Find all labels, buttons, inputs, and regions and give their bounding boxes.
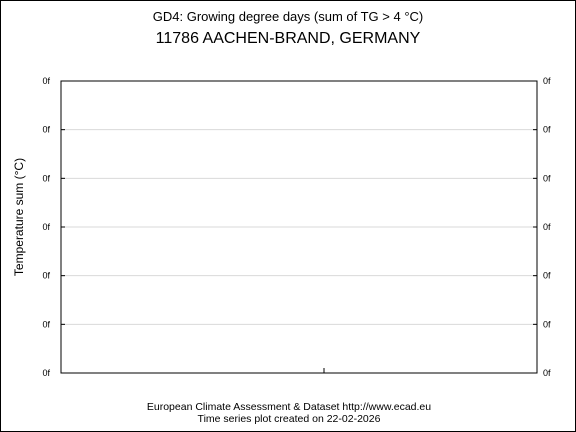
y-tick-label-right: 0f	[543, 222, 551, 232]
y-axis-right-ticks: 0f 0f 0f 0f 0f 0f 0f	[533, 76, 551, 378]
y-axis-left-ticks: 0f 0f 0f 0f 0f 0f 0f	[42, 76, 65, 378]
y-tick-label-left: 0f	[42, 368, 50, 378]
chart-subtitle: 11786 AACHEN-BRAND, GERMANY	[156, 30, 421, 47]
y-tick-label-right: 0f	[543, 76, 551, 86]
y-tick-label-right: 0f	[543, 173, 551, 183]
chart-title: GD4: Growing degree days (sum of TG > 4 …	[153, 9, 423, 24]
y-tick-label-left: 0f	[42, 76, 50, 86]
footer-source: European Climate Assessment & Dataset ht…	[147, 401, 431, 413]
y-tick-label-left: 0f	[42, 222, 50, 232]
y-tick-label-left: 0f	[42, 319, 50, 329]
footer-created: Time series plot created on 22-02-2026	[198, 413, 381, 425]
y-tick-label-right: 0f	[543, 125, 551, 135]
y-axis-label: Temperature sum (°C)	[12, 158, 26, 276]
y-tick-label-left: 0f	[42, 173, 50, 183]
gridlines	[61, 129, 537, 325]
y-tick-label-left: 0f	[42, 125, 50, 135]
y-tick-label-right: 0f	[543, 368, 551, 378]
y-tick-label-left: 0f	[42, 271, 50, 281]
y-tick-label-right: 0f	[543, 319, 551, 329]
y-tick-label-right: 0f	[543, 271, 551, 281]
